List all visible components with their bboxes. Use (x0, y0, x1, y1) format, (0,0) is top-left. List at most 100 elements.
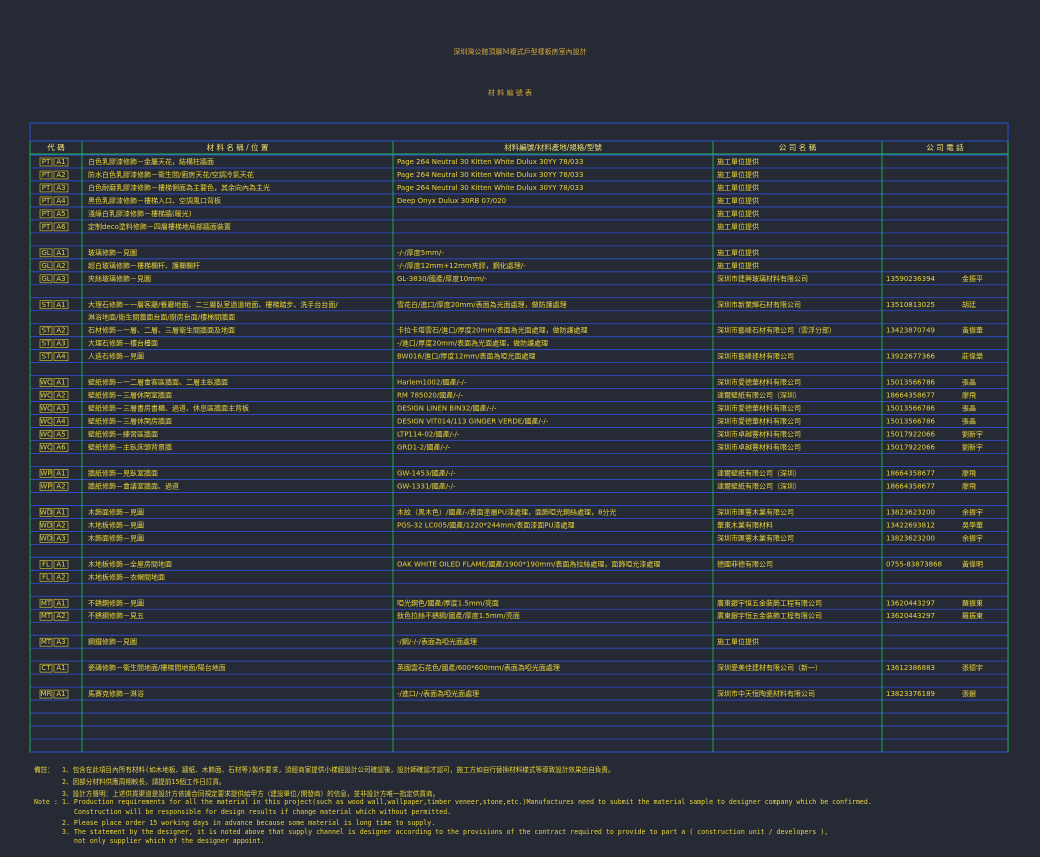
code-prefix: WD (40, 521, 52, 529)
material-name: 黑色乳膠漆修飾－樓梯入口、空調風口背板 (88, 196, 221, 205)
code-box (53, 508, 69, 517)
material-spec: DESIGN LINEN BIN32/國產/-/- (397, 404, 497, 413)
code-number: A1 (56, 664, 65, 672)
note-en: 3. The statement by the designer, it is … (62, 828, 828, 836)
note-cn: 1、包含在此項目內所有材料(如木地板、牆紙、木飾面、石材等)製作要求，須經商家提… (62, 765, 615, 774)
company-phone: 15013566786 (886, 418, 936, 426)
code-box (39, 521, 53, 530)
material-name: 壁紙修飾－一二層會客區牆面、二層主臥牆面 (88, 378, 228, 387)
material-name: 人造石修飾－見圖 (88, 352, 144, 361)
note-cn: 2、因部分材料供應周期較長，請提前15個工作日訂貨。 (62, 777, 226, 786)
code-box (39, 663, 53, 673)
contact-name: 張晶 (962, 379, 976, 387)
code-box (53, 248, 69, 258)
code-box (39, 443, 53, 452)
code-box (53, 469, 69, 478)
material-spec: LTP114-02/國產/-/- (397, 430, 460, 439)
code-box (39, 157, 53, 167)
code-box (53, 183, 69, 193)
code-box (39, 482, 53, 491)
code-box (39, 391, 53, 400)
material-spec: GRD1-2/國產/-/- (397, 443, 451, 452)
material-spec: -/-/厚度12mm+12mm夾膠，鋼化處理/- (397, 261, 526, 270)
code-box (39, 378, 53, 387)
material-spec: DESIGN VIT014/113 GINGER VERDE/國產/-/- (397, 417, 549, 426)
code-box (39, 196, 53, 206)
material-name: 鋼鐵修飾－見圖 (88, 637, 137, 646)
contact-name: 羅振東 (962, 611, 983, 620)
material-spec: 啞光鋼色/國產/厚度1.5mm/亮面 (397, 598, 499, 607)
code-prefix: CT (41, 664, 51, 672)
code-number: A2 (56, 612, 65, 620)
material-spec: GW-1453/國產/-/- (397, 468, 456, 477)
material-spec: 木紋（黑木色）/國產/-/表面塗層PU漆處理，面飾啞光鋼絲處理，8分光 (397, 507, 616, 516)
code-box (53, 274, 69, 284)
code-number: A1 (56, 301, 65, 309)
material-name: 白色乳膠漆修飾－金屬天花，結構柱牆面 (88, 157, 214, 166)
code-box (53, 560, 69, 569)
material-spec: Harlem1002/國產/-/- (397, 378, 467, 387)
code-number: A3 (56, 638, 65, 646)
contact-name: 黃偉明 (962, 559, 983, 568)
code-prefix: PT (42, 223, 51, 231)
code-prefix: FL (42, 560, 50, 568)
material-spec: OAK WHITE OILED FLAME/國產/1900*190mm/表面為拉… (397, 559, 660, 568)
code-prefix: GL (41, 249, 50, 257)
column-header: 公 司 名 稱 (779, 142, 817, 152)
material-name: 壁紙修飾－主臥床頭背景牆 (88, 443, 172, 452)
material-name: 淺綠白乳膠漆修飾－樓梯牆(暖光) (88, 209, 192, 218)
contact-name: 廖飛 (962, 468, 976, 477)
code-number: A5 (56, 210, 65, 218)
company-phone: 13422693812 (886, 521, 935, 529)
material-spec: 卡拉卡塔雲石/進口/厚度20mm/表面為光面處理，做防護處理 (397, 326, 588, 335)
company-name: 深圳市卓越豐材料有限公司 (717, 443, 801, 452)
code-prefix: MT (41, 612, 52, 620)
material-name: 定制deco塗料修飾－四層樓梯地局部牆面裝置 (88, 222, 231, 231)
sheet-title: 深圳灣公館頂層M複式戶型樣板房室內設計 (453, 47, 586, 56)
company-phone: 13423870749 (886, 327, 935, 335)
code-box (39, 469, 53, 478)
company-phone: 18664358677 (886, 392, 935, 400)
code-box (53, 209, 69, 219)
material-spec: GL-3830/國產/厚度10mm/- (397, 274, 487, 283)
code-number: A2 (56, 573, 65, 581)
company-name: 廣東銀宇恒五金裝飾工程有限公司 (717, 611, 822, 620)
code-box (39, 248, 53, 258)
material-name: 馬賽克修飾－淋浴 (88, 689, 144, 698)
material-name: 大理石修飾－一層客廳/餐廳地面、二三層臥室過道地面、樓梯踏步、洗手台台面/ (88, 300, 338, 309)
code-box (39, 209, 53, 219)
note-cn: 3、設計方聲明：上述供貨渠道是設計方依據合同規定要求提供給甲方（建設單位/開發商… (62, 789, 439, 798)
code-box (39, 573, 53, 582)
contact-name: 吳學華 (962, 520, 983, 529)
code-box (53, 261, 69, 271)
material-spec: -/-/厚度5mm/- (397, 248, 444, 257)
company-name: 達爾壁紙有限公司（深圳） (717, 468, 801, 477)
code-box (39, 417, 53, 426)
material-name: 不銹鋼修飾－見五 (88, 611, 144, 620)
code-box (53, 326, 69, 335)
material-name: 不銹鋼修飾－見圖 (88, 598, 144, 607)
notes-label: 備註： (34, 765, 54, 774)
company-name: 深圳市愛德華材料有限公司 (717, 417, 801, 426)
code-box (53, 378, 69, 387)
code-box (39, 352, 53, 361)
column-header: 材 料 名 稱 / 位 置 (207, 142, 269, 152)
column-header: 代 碼 (47, 142, 65, 152)
code-box (53, 521, 69, 530)
code-number: A1 (56, 560, 65, 568)
code-box (53, 196, 69, 206)
code-number: A5 (56, 431, 65, 439)
code-number: A2 (56, 262, 65, 270)
material-name: 木飾面修飾－見圖 (88, 533, 144, 542)
company-phone: 13590236394 (886, 275, 936, 283)
company-name: 深圳愛美佳建材有限公司（新一） (717, 663, 822, 672)
sheet-subtitle: 材 料 編 號 表 (488, 88, 532, 97)
material-spec: RM 785020/國產/-/- (397, 391, 463, 400)
code-prefix: ST (42, 353, 51, 361)
material-spec: Deep Onyx Dulux 30RB 07/020 (397, 197, 506, 205)
material-name: 木地板修飾－見圖 (88, 520, 144, 529)
company-name: 施工單位提供 (717, 637, 759, 646)
code-prefix: WC (40, 379, 52, 387)
company-phone: 15017922066 (886, 444, 936, 452)
material-name: 大理石修飾－樓台檯面 (88, 339, 158, 348)
